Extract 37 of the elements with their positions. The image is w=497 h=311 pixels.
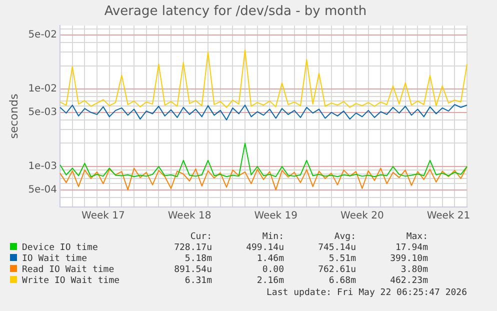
text: Max: [405, 232, 428, 243]
text: Cur: [189, 232, 212, 243]
text: 5.18m [184, 254, 212, 265]
legend-label: Read IO Wait time [21, 265, 116, 276]
text: 399.10m [389, 254, 428, 265]
x-tick-label: Week 20 [340, 210, 384, 222]
text: Last update: Fri May 22 06:25:47 2026 [266, 288, 467, 298]
y-axis-title: seconds [7, 94, 20, 139]
text: 2.16m [256, 276, 284, 287]
text: Avg: [333, 232, 356, 243]
text: 0.00 [261, 265, 284, 276]
y-tick-label: 5e-02 [28, 30, 58, 41]
x-tick-label: Week 17 [82, 210, 125, 222]
text: 891.54u [173, 265, 212, 276]
x-tick-label: Week 18 [168, 210, 212, 222]
y-tick-label: 5e-04 [28, 184, 58, 196]
text: 728.17u [173, 243, 212, 254]
text: 6.68m [328, 276, 356, 287]
text: 762.61u [317, 265, 356, 276]
legend-label: IO Wait time [21, 254, 88, 265]
text: 17.94m [394, 243, 428, 254]
text: 499.14u [245, 243, 284, 254]
text: 6.31m [184, 276, 212, 287]
text: Min: [261, 232, 284, 243]
x-tick-label: Week 21 [426, 210, 470, 222]
chart-title: Average latency for /dev/sda - by month [104, 4, 367, 20]
legend-label: Write IO Wait time [21, 276, 121, 287]
text: 3.80m [400, 265, 428, 276]
text: 5.51m [328, 254, 356, 265]
legend-label: Device IO time [21, 243, 99, 254]
text: 1.46m [256, 254, 284, 265]
text: 745.14u [317, 243, 356, 254]
y-tick-label: 1e-02 [28, 84, 58, 95]
y-tick-label: 5e-03 [28, 106, 58, 118]
y-tick-label: 1e-03 [28, 161, 58, 172]
text: 462.23m [389, 276, 428, 287]
x-tick-label: Week 19 [254, 210, 298, 222]
